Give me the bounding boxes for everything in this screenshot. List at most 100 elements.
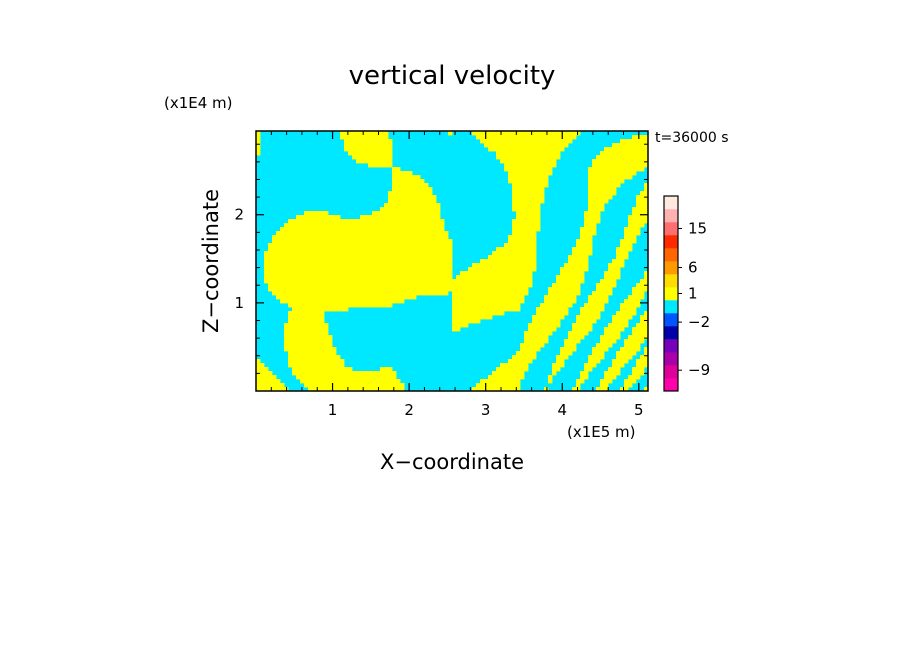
field-cell [624, 343, 641, 348]
y-unit-label: (x1E4 m) [164, 94, 233, 112]
field-cell [284, 223, 445, 228]
field-cell [624, 299, 641, 304]
field-cell [568, 335, 585, 340]
field-cell [588, 183, 621, 188]
field-cell [524, 335, 549, 340]
plot-area [255, 130, 649, 392]
field-cell [636, 359, 648, 364]
field-cell [584, 211, 601, 216]
field-cell [588, 175, 633, 180]
field-cell [540, 303, 573, 308]
colorbar-band [664, 300, 678, 314]
field-cell [628, 219, 648, 224]
field-cell [512, 219, 541, 224]
field-cell [632, 367, 645, 372]
field-cell [548, 287, 581, 292]
x-tick-label: 4 [557, 401, 567, 419]
field-cell [616, 351, 637, 356]
field-cell [256, 143, 261, 148]
field-cell [544, 387, 549, 391]
field-cell [272, 239, 453, 244]
field-cell [264, 271, 453, 276]
field-cell [584, 363, 597, 368]
field-cell [288, 363, 345, 368]
field-cell [476, 135, 577, 140]
field-cell [480, 379, 521, 384]
field-cell [292, 307, 349, 312]
field-cell [524, 339, 549, 344]
field-cell [492, 371, 525, 376]
field-cell [608, 263, 625, 268]
field-cell [508, 171, 553, 176]
field-cell [624, 227, 641, 232]
field-cell [632, 211, 648, 216]
field-cell [512, 355, 537, 360]
field-cell [612, 319, 629, 324]
field-cell [496, 151, 561, 156]
field-cell [640, 315, 648, 320]
field-cell [580, 235, 593, 240]
field-cell [600, 339, 617, 344]
field-cell [452, 319, 481, 324]
field-cell [392, 187, 433, 192]
field-cell [628, 215, 648, 220]
field-cell [504, 167, 553, 172]
field-cell [452, 299, 525, 304]
field-cell [556, 279, 585, 284]
field-cell [604, 375, 617, 380]
field-cell [288, 359, 345, 364]
field-cell [288, 355, 341, 360]
field-cell [272, 235, 449, 240]
field-cell [612, 359, 629, 364]
field-cell [268, 243, 453, 248]
field-cell [644, 311, 648, 316]
colorbar-band [664, 326, 678, 340]
field-cell [616, 247, 633, 252]
x-tick-label: 1 [328, 401, 338, 419]
field-cell [592, 291, 613, 296]
colorbar-band [664, 313, 678, 327]
field-cell [588, 187, 617, 192]
field-cell [508, 175, 549, 180]
field-cell [588, 355, 605, 360]
field-cell [600, 151, 648, 156]
field-cell [508, 359, 533, 364]
field-cell [576, 315, 601, 320]
field-cell [508, 179, 549, 184]
field-cell [636, 323, 648, 328]
field-cell [492, 251, 537, 256]
field-cell [368, 163, 393, 168]
field-cell [572, 251, 593, 256]
field-cell [592, 159, 648, 164]
field-cell [484, 143, 569, 148]
field-cell [512, 183, 549, 188]
field-cell [392, 179, 425, 184]
field-cell [588, 199, 609, 204]
field-cell [516, 215, 541, 220]
field-cell [536, 311, 569, 316]
field-cell [504, 243, 537, 248]
field-cell [544, 295, 577, 300]
field-cell [256, 131, 261, 136]
field-cell [632, 291, 645, 296]
colorbar-label: −9 [688, 361, 710, 379]
field-cell [344, 143, 393, 148]
field-cell [512, 223, 541, 228]
field-cell [512, 199, 545, 204]
field-cell [588, 195, 613, 200]
colorbar-band [664, 352, 678, 366]
field-cell [616, 355, 633, 360]
field-cell [632, 207, 648, 212]
field-cell [560, 267, 589, 272]
field-cell [624, 383, 633, 388]
field-cell [568, 255, 589, 260]
field-cell [264, 263, 453, 268]
field-cell [284, 347, 337, 352]
field-cell [500, 159, 557, 164]
field-cell [264, 279, 533, 284]
field-cell [280, 227, 445, 232]
field-cell [576, 379, 585, 384]
field-cell [516, 351, 537, 356]
field-cell [256, 371, 273, 376]
